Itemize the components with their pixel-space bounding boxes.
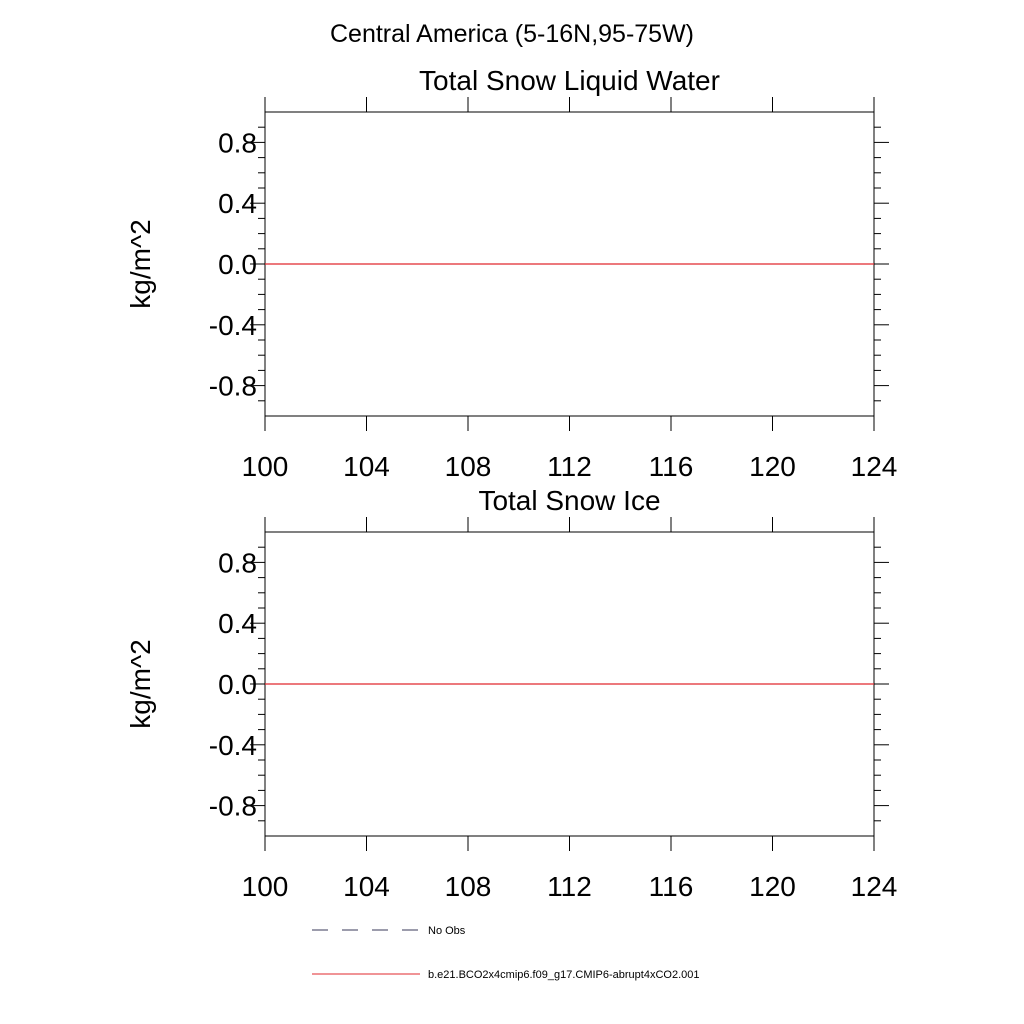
x-tick-label-100: 100 [242,871,289,902]
y-tick-label-0p8: 0.8 [218,127,257,158]
y-tick-label-0: 0.0 [218,249,257,280]
x-tick-label-108: 108 [445,871,492,902]
x-tick-label-108: 108 [445,451,492,482]
x-tick-label-116: 116 [649,871,694,902]
x-tick-label-124: 124 [851,451,898,482]
legend-label-no-obs: No Obs [428,925,466,937]
y-tick-label-0p8: 0.8 [218,547,257,578]
panel-total-snow-ice: Total Snow Ice 100 104 108 112 116 120 124 0.8 0.… [125,485,897,902]
y-axis-label: kg/m^2 [125,219,156,308]
x-tick-label-112: 112 [547,871,592,902]
y-tick-label-0p4: 0.4 [218,608,257,639]
main-title: Central America (5-16N,95-75W) [330,20,694,48]
y-tick-label-m0p8: -0.8 [209,371,257,402]
y-tick-label-m0p8: -0.8 [209,791,257,822]
chart-title: Total Snow Liquid Water [419,65,720,96]
x-tick-label-124: 124 [851,871,898,902]
y-tick-label-0p4: 0.4 [218,188,257,219]
panel-total-snow-liquid-water: Total Snow Liquid Water 100 104 108 112 116 12… [125,65,897,482]
chart-title: Total Snow Ice [478,485,660,516]
x-tick-label-104: 104 [343,871,390,902]
x-tick-label-116: 116 [649,451,694,482]
x-tick-label-120: 120 [749,871,796,902]
x-tick-label-112: 112 [547,451,592,482]
x-tick-label-100: 100 [242,451,289,482]
y-tick-label-m0p4: -0.4 [209,730,257,761]
y-tick-label-m0p4: -0.4 [209,310,257,341]
x-tick-label-120: 120 [749,451,796,482]
legend: No Obs b.e21.BCO2x4cmip6.f09_g17.CMIP6-a… [312,925,700,981]
y-axis-label: kg/m^2 [125,639,156,728]
legend-label-model: b.e21.BCO2x4cmip6.f09_g17.CMIP6-abrupt4x… [428,969,700,981]
x-tick-label-104: 104 [343,451,390,482]
y-tick-label-0: 0.0 [218,669,257,700]
